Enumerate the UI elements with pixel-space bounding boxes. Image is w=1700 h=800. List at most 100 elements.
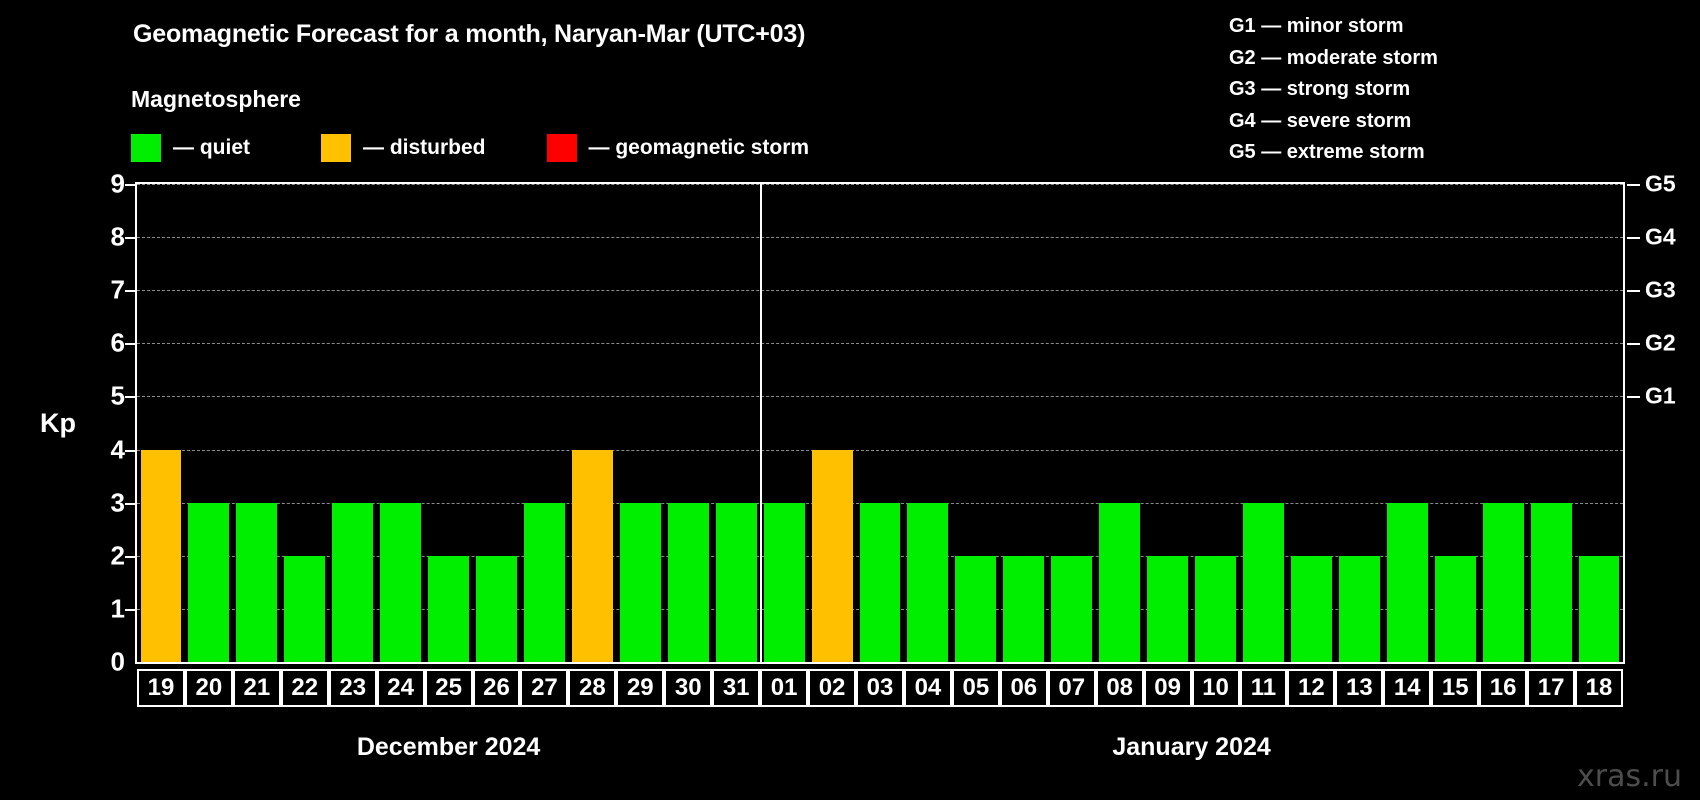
bar	[1482, 502, 1524, 662]
bar	[1434, 555, 1476, 662]
y-axis-tick-mark	[125, 237, 136, 240]
day-label: 30	[664, 669, 713, 707]
day-label: 10	[1191, 669, 1240, 707]
day-label: 22	[280, 669, 329, 707]
bar	[811, 449, 853, 662]
y-axis-tick-label: 7	[110, 274, 125, 305]
gscale-legend-line: G3 — strong storm	[1229, 78, 1411, 100]
month-caption: December 2024	[356, 733, 541, 761]
day-label: 25	[424, 669, 473, 707]
legend-swatch-storm-icon	[546, 134, 577, 162]
day-label: 04	[903, 669, 952, 707]
bar	[140, 449, 182, 662]
y-axis-tick-label: 4	[110, 434, 125, 465]
day-label: 19	[137, 669, 185, 707]
bar	[1003, 555, 1045, 662]
y-axis-tick-mark	[125, 290, 136, 293]
bar	[1195, 555, 1236, 662]
bar	[476, 555, 517, 662]
legend-item-storm: — geomagnetic storm	[546, 134, 810, 162]
g-axis-tick-mark	[1627, 396, 1640, 399]
y-axis-tick-mark	[125, 555, 136, 558]
y-axis-tick-label: 1	[110, 593, 125, 624]
g-axis-tick-mark	[1627, 237, 1640, 240]
bar	[1099, 502, 1141, 662]
bar	[236, 502, 278, 662]
day-label: 15	[1431, 669, 1480, 707]
g-axis-tick-label: G1	[1645, 382, 1676, 409]
g-axis-tick-label: G5	[1645, 170, 1676, 197]
day-label: 28	[568, 669, 617, 707]
gridline	[137, 237, 1623, 239]
y-axis-tick-label: 6	[110, 327, 125, 358]
gscale-legend-line: G4 — severe storm	[1229, 109, 1412, 132]
day-label: 29	[616, 669, 665, 707]
y-axis-tick-mark	[125, 343, 136, 346]
day-label: 12	[1287, 669, 1336, 707]
y-axis-tick-mark	[125, 608, 136, 611]
day-label: 13	[1335, 669, 1384, 707]
bar	[907, 502, 949, 662]
day-label: 17	[1527, 669, 1576, 707]
magnetosphere-legend: — quiet — disturbed — geomagnetic storm	[131, 134, 809, 162]
day-label: 27	[520, 669, 569, 707]
g-axis-tick-mark	[1627, 290, 1640, 293]
bar	[667, 502, 709, 662]
bar	[1338, 555, 1380, 662]
day-label: 01	[760, 669, 809, 707]
bar	[1578, 555, 1620, 662]
day-label: 16	[1479, 669, 1528, 707]
y-axis-tick-label: 5	[110, 380, 125, 411]
day-label: 14	[1383, 669, 1432, 707]
bar	[284, 555, 326, 662]
bar	[1051, 555, 1093, 662]
legend-label-disturbed: — disturbed	[363, 136, 486, 159]
y-axis-title: Kp	[40, 408, 76, 438]
g-axis-tick-label: G4	[1645, 223, 1676, 250]
day-label: 21	[232, 669, 281, 707]
bar	[619, 502, 661, 662]
bar	[332, 502, 374, 662]
day-label: 07	[1047, 669, 1096, 707]
day-label-strip: 19 20 21 22 23 24 25 26 27 28 29 30 31 01 02 03 04 05 06 07…	[135, 669, 1625, 707]
day-label: 06	[999, 669, 1048, 707]
day-label: 11	[1239, 669, 1288, 707]
gridline	[137, 290, 1623, 292]
y-axis-tick-mark	[125, 184, 136, 186]
day-label: 05	[951, 669, 1000, 707]
gridline	[137, 343, 1623, 345]
bar	[715, 502, 757, 662]
bar	[380, 502, 422, 662]
g-axis-tick-label: G2	[1645, 329, 1676, 356]
watermark: xras.ru	[1577, 759, 1682, 794]
day-label: 02	[808, 669, 857, 707]
y-axis-tick-mark	[125, 396, 136, 399]
g-axis-tick-label: G3	[1645, 276, 1676, 303]
y-axis-tick-label: 0	[110, 646, 125, 677]
page-title: Geomagnetic Forecast for a month, Naryan…	[133, 20, 806, 48]
y-axis-tick-mark	[125, 502, 136, 505]
legend-label-storm: — geomagnetic storm	[588, 136, 810, 159]
y-axis-tick-mark	[125, 449, 136, 452]
bar	[571, 449, 613, 662]
bar	[955, 555, 997, 662]
gridline	[137, 184, 1623, 185]
gscale-legend-line: G2 — moderate storm	[1229, 46, 1438, 69]
day-label: 26	[472, 669, 521, 707]
legend-item-disturbed: — disturbed	[321, 134, 486, 162]
gscale-legend: G1 — minor storm G2 — moderate storm G3 …	[1229, 11, 1438, 169]
gscale-legend-line: G1 — minor storm	[1229, 15, 1404, 37]
bar	[1290, 555, 1332, 662]
bar	[188, 502, 230, 662]
y-axis-tick-label: 9	[110, 168, 125, 199]
y-axis-tick-label: 8	[110, 221, 125, 252]
y-axis-tick-label: 3	[110, 487, 125, 518]
gscale-legend-line: G5 — extreme storm	[1229, 141, 1425, 163]
legend-heading: Magnetosphere	[131, 86, 301, 112]
day-label: 24	[376, 669, 425, 707]
plot-area	[135, 182, 1625, 664]
bar	[1147, 555, 1189, 662]
bar	[1243, 502, 1284, 662]
day-label: 18	[1575, 669, 1623, 707]
